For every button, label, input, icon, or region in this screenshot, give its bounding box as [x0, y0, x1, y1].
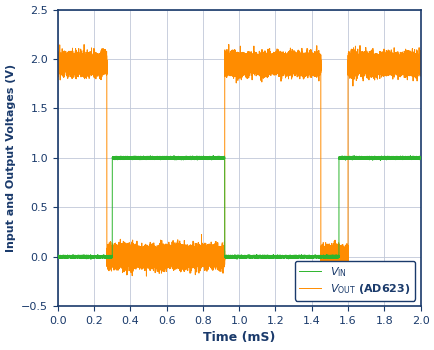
$V_{\mathrm{IN}}$	[374, 156, 379, 161]
$V_{\mathrm{IN}}$	[55, 254, 60, 258]
Line: $V_{\mathrm{OUT}}$ (AD623): $V_{\mathrm{OUT}}$ (AD623)	[58, 44, 420, 276]
$V_{\mathrm{OUT}}$ (AD623)	[146, 252, 151, 257]
Y-axis label: Input and Output Voltages (V): Input and Output Voltages (V)	[6, 64, 16, 252]
$V_{\mathrm{IN}}$	[362, 156, 367, 160]
X-axis label: Time (mS): Time (mS)	[203, 331, 275, 344]
$V_{\mathrm{OUT}}$ (AD623)	[358, 60, 363, 64]
$V_{\mathrm{IN}}$	[88, 257, 93, 261]
$V_{\mathrm{OUT}}$ (AD623)	[226, 42, 231, 47]
$V_{\mathrm{IN}}$	[155, 155, 160, 159]
Line: $V_{\mathrm{IN}}$: $V_{\mathrm{IN}}$	[58, 156, 420, 259]
$V_{\mathrm{IN}}$	[417, 156, 422, 160]
Legend: $V_{\mathrm{IN}}$, $V_{\mathrm{OUT}}$ (AD623): $V_{\mathrm{IN}}$, $V_{\mathrm{OUT}}$ (A…	[294, 261, 414, 301]
$V_{\mathrm{OUT}}$ (AD623)	[155, 256, 160, 260]
$V_{\mathrm{OUT}}$ (AD623)	[55, 60, 60, 64]
$V_{\mathrm{OUT}}$ (AD623)	[144, 274, 149, 278]
$V_{\mathrm{OUT}}$ (AD623)	[417, 64, 422, 68]
$V_{\mathrm{OUT}}$ (AD623)	[362, 64, 367, 69]
$V_{\mathrm{OUT}}$ (AD623)	[194, 256, 199, 260]
$V_{\mathrm{IN}}$	[194, 156, 199, 161]
$V_{\mathrm{IN}}$	[351, 154, 356, 158]
$V_{\mathrm{OUT}}$ (AD623)	[374, 57, 379, 62]
$V_{\mathrm{IN}}$	[146, 154, 151, 159]
$V_{\mathrm{IN}}$	[358, 156, 363, 160]
